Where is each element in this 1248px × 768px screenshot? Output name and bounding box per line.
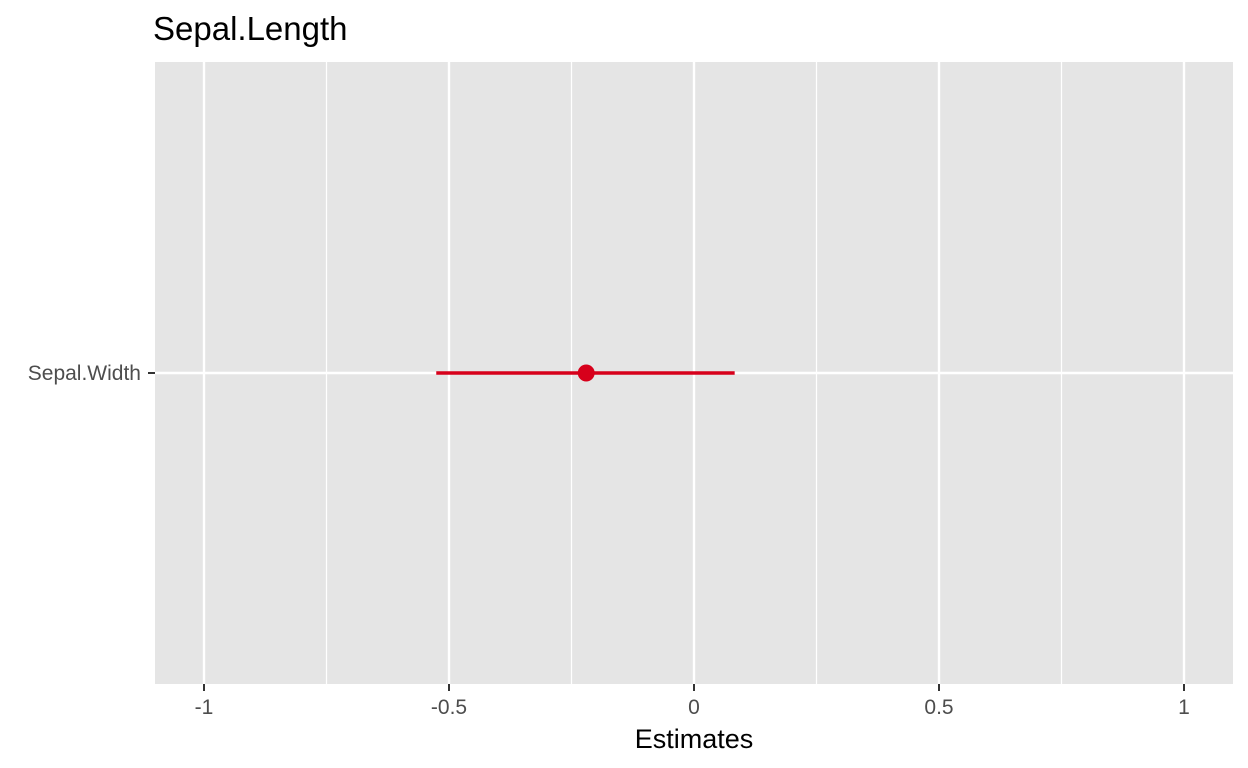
y-axis: Sepal.Width <box>28 362 155 385</box>
x-tick-label: -1 <box>195 696 214 719</box>
x-tick-label: 0 <box>688 696 700 719</box>
x-tick-label: -0.5 <box>431 696 467 719</box>
chart-title: Sepal.Length <box>153 10 348 47</box>
x-tick-label: 1 <box>1178 696 1190 719</box>
x-axis: -1 -0.5 0 0.5 1 <box>195 684 1190 719</box>
x-axis-title: Estimates <box>635 724 754 754</box>
x-tick-label: 0.5 <box>924 696 953 719</box>
estimate-marks <box>436 364 735 382</box>
y-tick-label: Sepal.Width <box>28 362 141 385</box>
estimate-point <box>577 364 595 382</box>
